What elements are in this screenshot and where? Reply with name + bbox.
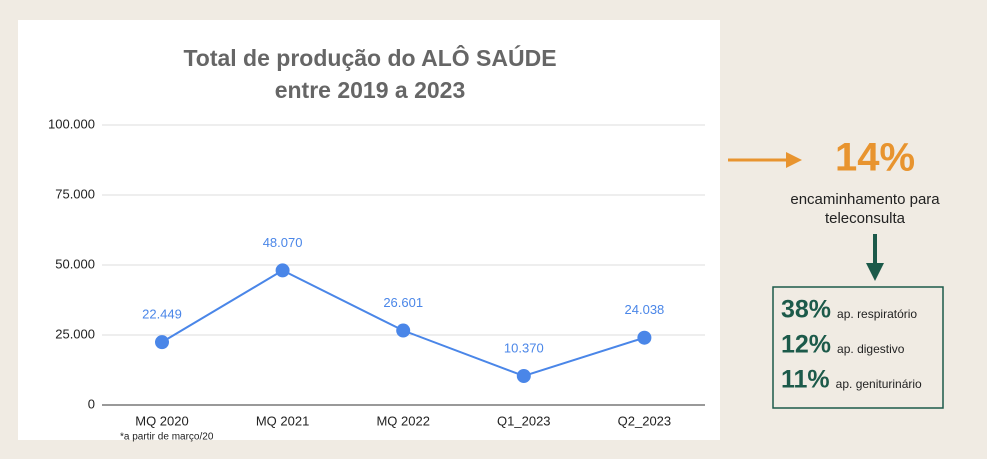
highlight-value: 14% bbox=[835, 136, 915, 180]
annotation: *a partir de março/20 bbox=[120, 432, 214, 443]
x-tick-label: MQ 2022 bbox=[376, 413, 429, 428]
point bbox=[155, 335, 169, 350]
point bbox=[516, 368, 531, 383]
arrow-head bbox=[786, 152, 802, 168]
value-label: 24.038 bbox=[625, 302, 665, 317]
y-tick-label: 25.000 bbox=[55, 326, 95, 341]
highlight-label: teleconsulta bbox=[825, 210, 906, 227]
x-tick-label: MQ 2020 bbox=[135, 413, 188, 428]
value-label: 48.070 bbox=[263, 235, 303, 250]
breakdown-box bbox=[772, 286, 944, 409]
x-tick-label: MQ 2021 bbox=[256, 413, 309, 428]
breakdown-label: ap. respiratório bbox=[837, 307, 917, 321]
value-label: 22.449 bbox=[142, 307, 182, 322]
x-tick-label: Q1_2023 bbox=[497, 413, 551, 428]
breakdown-percent: 12% bbox=[781, 331, 831, 359]
point bbox=[275, 263, 290, 278]
breakdown-label: ap. geniturinário bbox=[836, 377, 922, 391]
breakdown-label: ap. digestivo bbox=[837, 342, 905, 356]
y-tick-label: 100.000 bbox=[48, 116, 95, 131]
y-tick-label: 0 bbox=[88, 396, 95, 411]
y-tick-label: 75.000 bbox=[55, 186, 95, 201]
point bbox=[637, 330, 652, 345]
chart-title: entre 2019 a 2023 bbox=[275, 77, 466, 103]
arrow-head bbox=[866, 263, 884, 281]
y-tick-label: 50.000 bbox=[55, 256, 95, 271]
breakdown-percent: 38% bbox=[781, 296, 831, 324]
chart-title: Total de produção do ALÔ SAÚDE bbox=[183, 44, 556, 71]
chart-panel bbox=[18, 20, 720, 440]
breakdown-percent: 11% bbox=[781, 366, 830, 394]
value-label: 26.601 bbox=[383, 295, 423, 310]
highlight-label: encaminhamento para bbox=[790, 191, 940, 208]
x-tick-label: Q2_2023 bbox=[618, 413, 672, 428]
point bbox=[396, 323, 411, 338]
value-label: 10.370 bbox=[504, 340, 544, 355]
